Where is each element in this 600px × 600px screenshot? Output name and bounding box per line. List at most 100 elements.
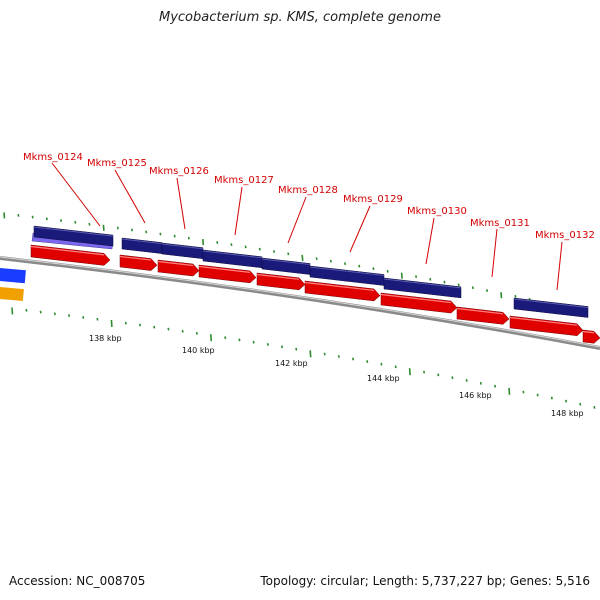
cds-highlight — [121, 238, 163, 245]
gene-label: Mkms_0128 — [278, 185, 338, 196]
tick-mark — [386, 269, 389, 273]
tick-mark — [408, 368, 411, 376]
tick-mark — [124, 321, 127, 325]
kbp-label: 142 kbp — [275, 359, 308, 368]
accession-text: Accession: NC_008705 — [9, 574, 146, 588]
tick-mark — [323, 352, 326, 356]
tick-mark — [244, 245, 247, 249]
tick-mark — [358, 264, 361, 268]
tick-mark — [301, 254, 304, 262]
tick-mark — [287, 252, 290, 256]
tick-mark — [508, 387, 511, 395]
cds-highlight — [383, 278, 462, 289]
leader-line — [287, 196, 307, 244]
tick-mark — [45, 217, 48, 221]
forward-cds-arrow — [119, 254, 158, 271]
gene-label: Mkms_0131 — [470, 218, 530, 229]
tick-mark — [258, 247, 261, 251]
genome-summary-text: Topology: circular; Length: 5,737,227 bp… — [260, 574, 590, 588]
map-title: Mycobacterium sp. KMS, complete genome — [159, 10, 441, 25]
tick-mark — [579, 402, 582, 406]
tick-mark — [181, 329, 184, 333]
cds-highlight — [509, 316, 578, 326]
cds-highlight — [256, 273, 300, 280]
tick-mark — [372, 267, 375, 271]
tick-mark — [337, 355, 340, 358]
tick-mark — [31, 215, 34, 219]
cds-highlight — [33, 226, 114, 237]
cds-highlight — [119, 255, 152, 261]
label-leader-lines — [51, 162, 563, 291]
kbp-scale-labels: 138 kbp 140 kbp 142 kbp 144 kbp 146 kbp 148 k… — [89, 334, 584, 418]
tick-mark — [252, 340, 255, 344]
tick-mark — [3, 212, 6, 219]
tick-mark — [451, 376, 454, 380]
forward-cds-arrow — [582, 329, 600, 344]
gene-label: Mkms_0127 — [214, 175, 274, 186]
tick-mark — [88, 222, 91, 226]
tick-mark — [153, 325, 156, 329]
tick-mark — [486, 289, 489, 292]
tick-mark — [315, 257, 318, 261]
cds-highlight — [513, 298, 589, 309]
tick-mark — [352, 357, 355, 361]
cds-highlight — [304, 281, 375, 292]
cds-highlight — [582, 330, 595, 334]
reverse-cds-block — [121, 237, 163, 254]
reverse-cds-block — [202, 249, 263, 269]
forward-cds-arrow — [509, 315, 584, 336]
gene-label: Mkms_0129 — [343, 194, 403, 205]
tick-mark — [281, 345, 284, 349]
tick-mark — [210, 334, 213, 342]
tick-mark — [344, 262, 347, 266]
gene-label: Mkms_0124 — [23, 152, 83, 163]
forward-cds-arrow — [380, 292, 458, 314]
tick-mark — [230, 243, 233, 247]
reverse-cds-block — [33, 225, 114, 247]
leader-line — [425, 217, 435, 265]
cds-highlight — [261, 258, 311, 266]
tick-mark — [295, 347, 298, 351]
tick-mark — [131, 228, 134, 232]
leader-line — [234, 186, 243, 236]
tick-mark — [11, 307, 14, 315]
tick-mark — [96, 317, 99, 321]
cds-highlight — [202, 250, 263, 259]
genome-backbone-highlight — [0, 256, 600, 348]
tick-mark — [514, 294, 517, 298]
tick-mark — [187, 236, 190, 240]
cds-highlight — [198, 265, 251, 273]
kbp-label: 144 kbp — [367, 374, 400, 383]
tick-mark — [380, 362, 383, 366]
tick-mark — [60, 219, 63, 222]
forward-cds-arrow — [198, 264, 257, 284]
leader-line — [114, 169, 146, 224]
forward-cds-arrow — [30, 244, 111, 266]
tick-mark — [273, 250, 276, 253]
tick-mark — [423, 370, 426, 374]
gene-label: Mkms_0130 — [407, 206, 467, 217]
leader-line — [556, 241, 563, 291]
tick-mark — [116, 226, 119, 230]
tick-mark — [457, 283, 460, 287]
cds-highlight — [157, 260, 194, 267]
tick-mark — [366, 360, 369, 363]
cds-highlight — [161, 243, 204, 250]
tick-mark — [102, 224, 105, 231]
tick-mark — [437, 373, 440, 377]
forward-cds-arrow — [256, 272, 306, 291]
forward-cds-arrow — [456, 306, 510, 325]
reverse-cds-block — [161, 242, 204, 259]
tick-mark — [394, 365, 397, 369]
tick-mark — [195, 331, 198, 335]
gene-label: Mkms_0125 — [87, 158, 147, 169]
left-blue-feature — [0, 268, 26, 284]
leader-line — [349, 205, 371, 253]
tick-mark — [500, 292, 503, 299]
tick-mark — [53, 312, 56, 316]
tick-mark — [224, 336, 227, 340]
reverse-cds-block — [383, 277, 462, 299]
tick-mark — [465, 379, 468, 382]
tick-mark — [25, 308, 28, 312]
